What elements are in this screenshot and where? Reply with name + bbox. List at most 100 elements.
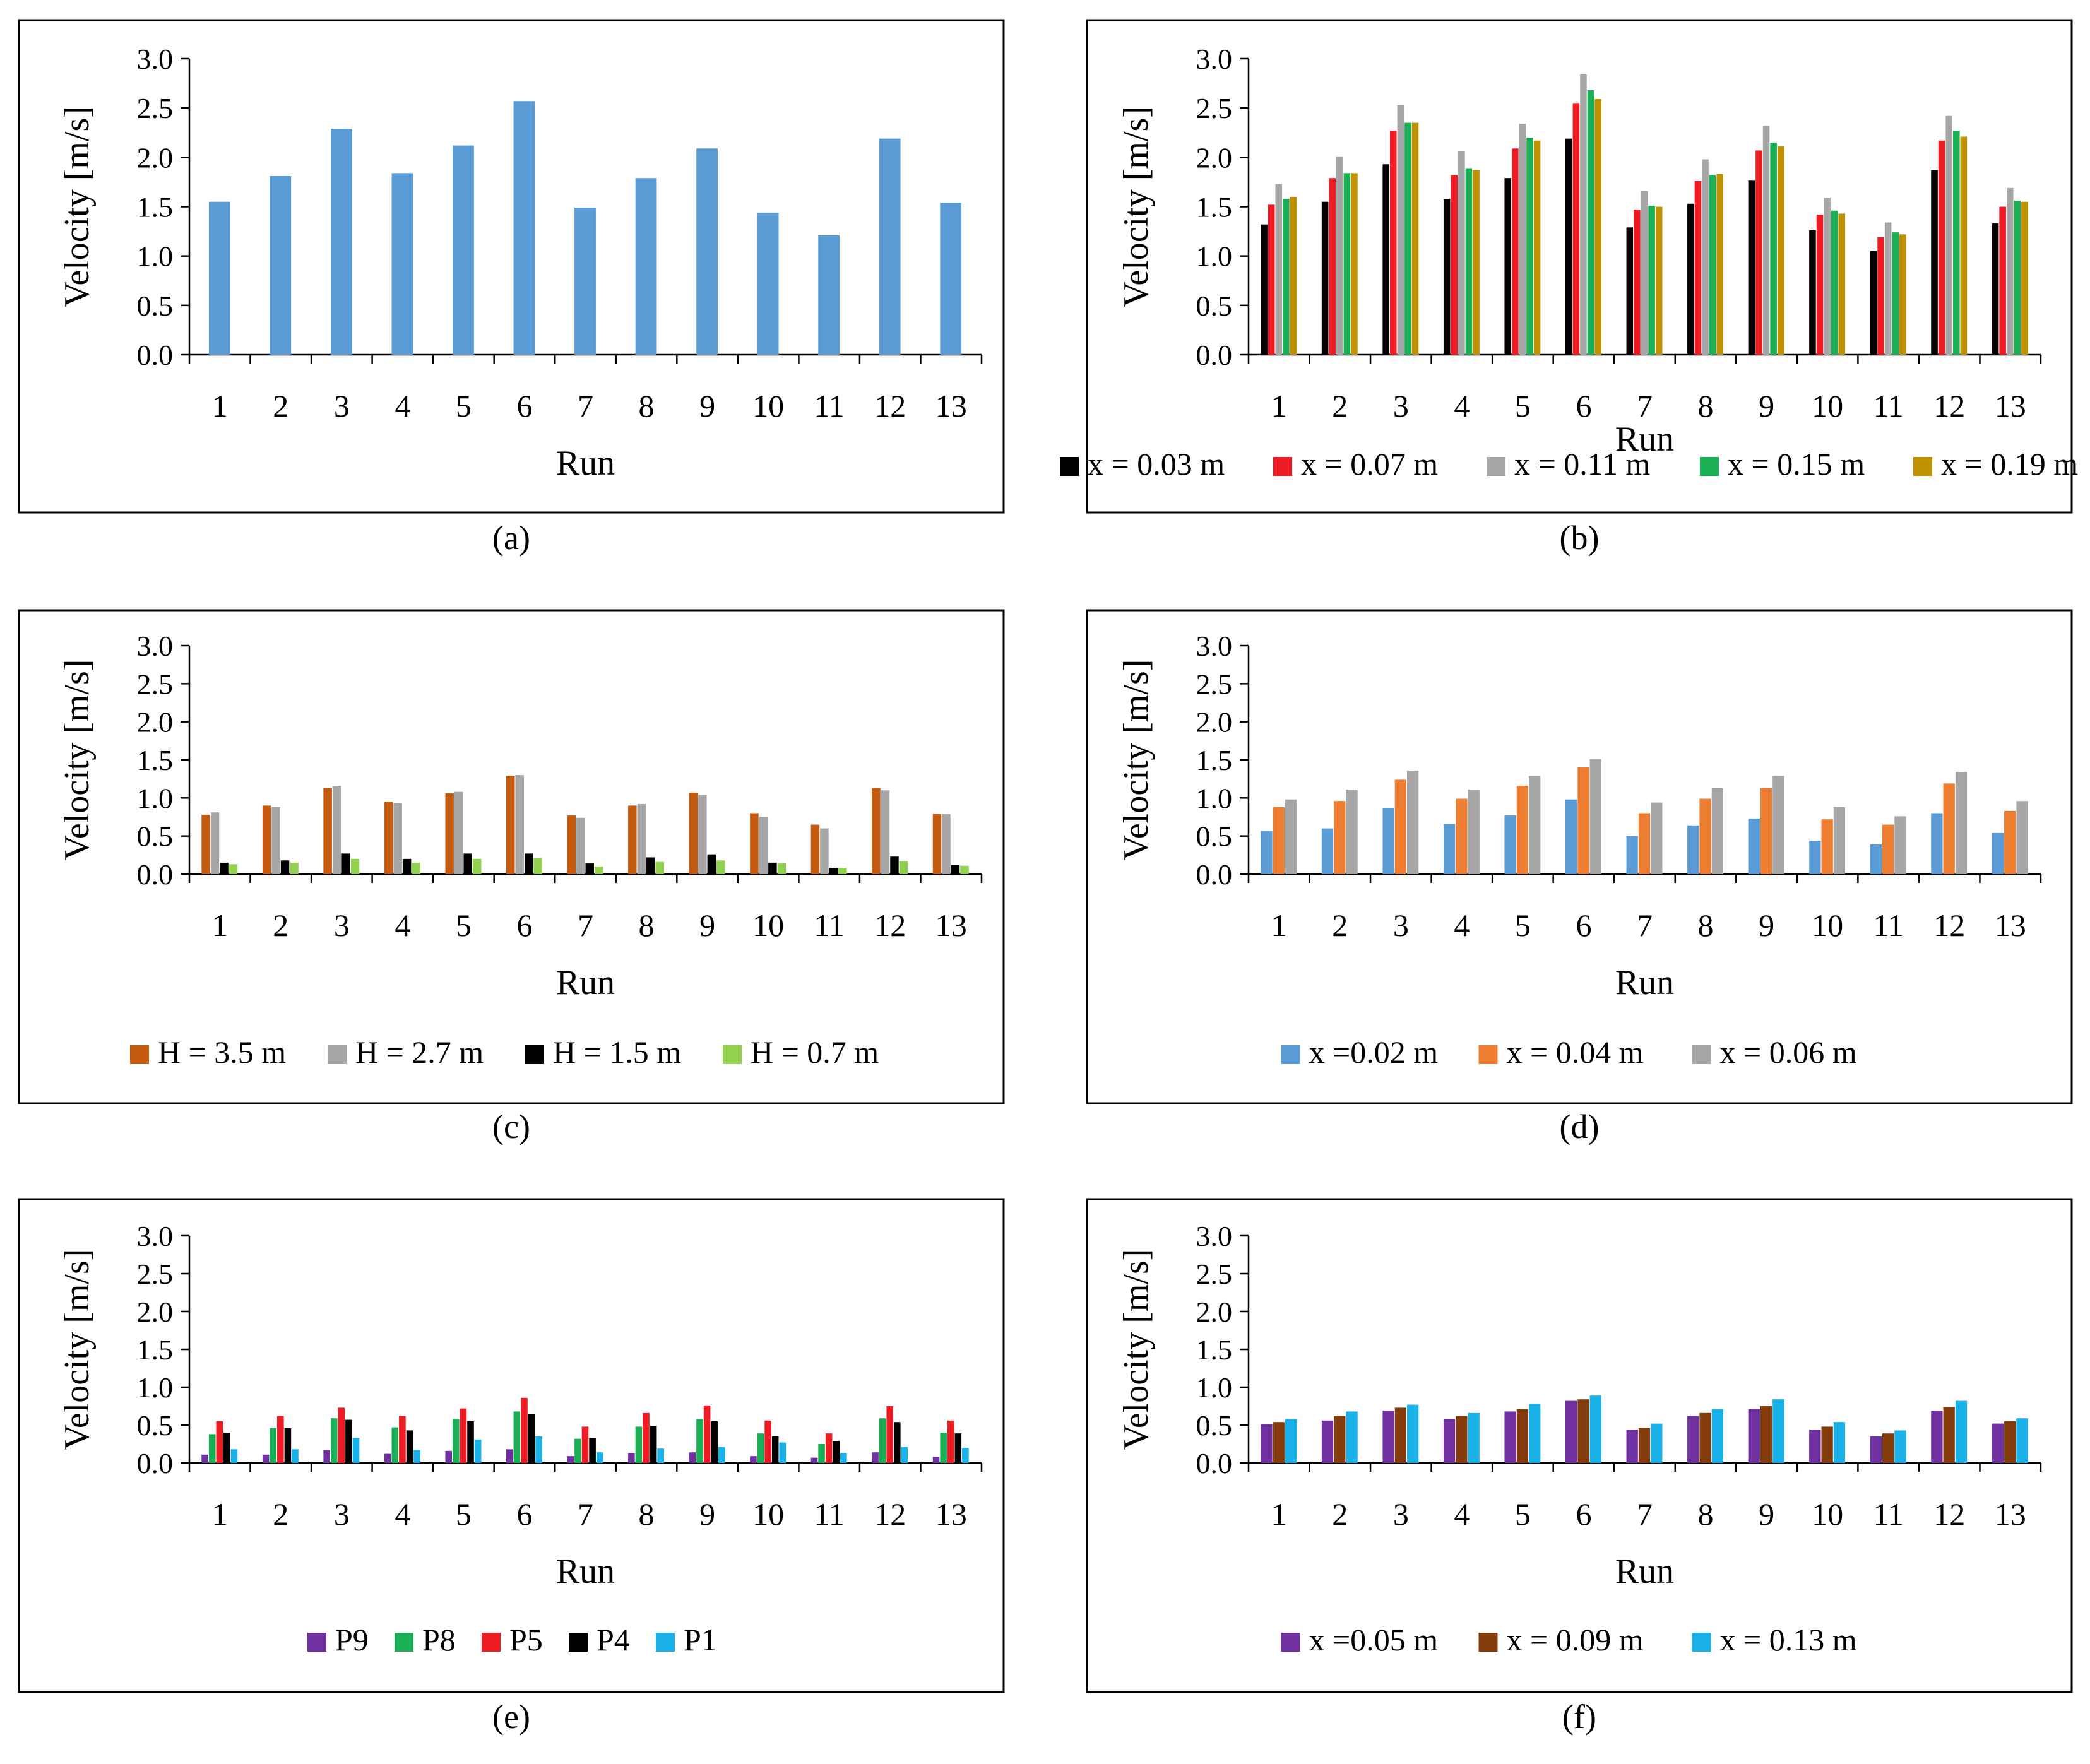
bar [1699, 798, 1711, 874]
chart-frame [18, 609, 1005, 1104]
bar [1443, 198, 1451, 355]
y-tick-label: 0.0 [1196, 1447, 1233, 1479]
bar [635, 178, 657, 355]
bar [2014, 201, 2021, 355]
x-tick-label: 2 [1332, 908, 1348, 943]
bar [1261, 224, 1268, 355]
bar [1870, 1436, 1882, 1463]
bar [689, 792, 698, 874]
bar [1626, 1430, 1638, 1463]
bar [1952, 131, 1960, 355]
bar [840, 1453, 847, 1463]
bar [1772, 776, 1784, 874]
y-tick-label: 3.0 [137, 43, 174, 75]
bar [1770, 142, 1777, 355]
chart-frame [1086, 609, 2073, 1104]
bar [879, 1418, 886, 1463]
bar [1821, 819, 1833, 874]
bar [262, 1454, 270, 1463]
bar [1943, 1407, 1955, 1463]
bar [467, 1421, 474, 1463]
bar [2004, 810, 2016, 874]
bar [229, 864, 238, 874]
bar [872, 788, 881, 874]
bar [474, 1439, 482, 1463]
bar [1809, 230, 1816, 355]
x-tick-label: 4 [1454, 388, 1470, 423]
bar [1572, 103, 1580, 355]
x-tick-label: 11 [814, 908, 845, 943]
bar [1894, 1430, 1906, 1463]
y-tick-label: 1.5 [137, 191, 174, 223]
bar [292, 1449, 299, 1463]
bar [1777, 146, 1784, 355]
bar [1516, 786, 1529, 874]
bar [1512, 148, 1519, 355]
bar [1938, 140, 1945, 355]
x-tick-label: 2 [1332, 1496, 1348, 1532]
x-tick-label: 4 [395, 908, 410, 943]
series-p8 [208, 1411, 947, 1463]
bar [779, 1442, 787, 1463]
y-tick-label: 2.0 [137, 706, 174, 738]
bar [472, 858, 482, 874]
legend: x = 0.03 m x = 0.07 m x = 0.11 m x = 0.15 m… [1060, 446, 2078, 482]
bar [1443, 824, 1456, 874]
bar [341, 853, 350, 874]
y-axis-title: Velocity [m/s] [1117, 660, 1156, 861]
legend-swatch [1692, 1045, 1711, 1064]
bar [1407, 1404, 1419, 1463]
bar [940, 203, 962, 355]
bar [1882, 1433, 1894, 1463]
x-tick-label: 1 [212, 908, 228, 943]
bar [962, 1448, 969, 1463]
bar [711, 1421, 718, 1463]
series-x-0-19-m [1290, 99, 2028, 355]
bar [960, 865, 969, 874]
x-tick-label: 6 [516, 908, 532, 943]
bar [954, 1433, 962, 1463]
bar [513, 1411, 521, 1463]
bar [872, 1452, 879, 1463]
bar [707, 854, 716, 874]
bar [1709, 175, 1716, 355]
bar [1711, 788, 1723, 874]
bar [277, 1416, 284, 1463]
y-tick-label: 0.5 [1196, 1409, 1233, 1441]
bar [1594, 99, 1601, 355]
bar [810, 824, 820, 874]
x-tick-label: 13 [935, 388, 967, 423]
y-tick-label: 0.0 [137, 339, 174, 371]
bar [270, 176, 292, 355]
chart-frame [18, 19, 1005, 514]
bar [703, 1405, 711, 1463]
x-tick-label: 7 [578, 388, 593, 423]
legend-label: H = 3.5 m [158, 1034, 286, 1070]
bar [1397, 105, 1404, 355]
x-tick-label: 3 [334, 388, 350, 423]
bar [454, 791, 463, 874]
legend-swatch [1487, 457, 1505, 476]
bar [453, 145, 474, 355]
bar [460, 1408, 467, 1463]
bar [574, 208, 596, 355]
y-tick-label: 2.5 [1196, 668, 1233, 700]
x-tick-label: 9 [699, 908, 715, 943]
bar [201, 1454, 208, 1463]
x-tick-label: 8 [1698, 388, 1714, 423]
bar [901, 1447, 908, 1463]
bar [280, 860, 290, 874]
x-tick-label: 6 [1576, 1496, 1591, 1532]
x-tick-label: 3 [1393, 1496, 1409, 1532]
legend-label: P4 [597, 1622, 630, 1657]
legend-swatch [1478, 1045, 1498, 1064]
bar [1687, 203, 1694, 355]
x-tick-label: 11 [1873, 908, 1904, 943]
bar [1838, 213, 1846, 355]
bar [810, 1457, 818, 1463]
x-tick-label: 8 [1698, 1496, 1714, 1532]
bar [528, 1414, 535, 1463]
y-axis-title: Velocity [m/s] [57, 660, 97, 861]
